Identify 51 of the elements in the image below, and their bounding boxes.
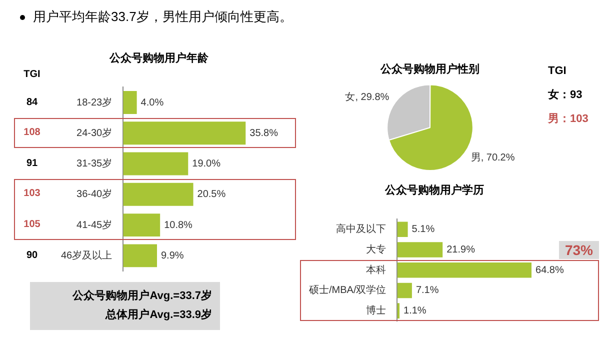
text: TGI [22,68,42,82]
y-tick-label: 24-30岁 [76,126,112,139]
data-label: 9.9% [161,250,184,262]
data-label: 19.0% [192,158,221,170]
y-tick-label: 36-40岁 [76,188,112,200]
chart-title: 公众号购物用户学历 [384,184,484,197]
data-label: 5.1% [412,224,435,236]
bar [123,244,157,268]
y-tick-label: 大专 [366,243,386,256]
y-tick-label: 31-35岁 [76,158,112,170]
y-tick-label: 博士 [366,304,386,317]
slice-label: 男, 70.2% [470,152,515,164]
y-tick-label: 硕士/MBA/双学位 [308,284,386,296]
bar [123,122,246,145]
data-label: 20.5% [197,189,226,200]
text: 公众号购物用户Avg.=33.7岁 [71,288,212,304]
text: 女：93 [548,88,584,103]
text: 73% [559,240,599,259]
text: 男：103 [548,112,588,127]
bar [123,182,194,206]
bar [123,91,137,114]
data-label: 64.8% [536,264,564,276]
text: TGI [548,64,568,79]
data-label: 1.1% [404,306,426,317]
data-label: 4.0% [140,97,164,108]
bar [123,214,160,237]
text: 84 [25,96,39,110]
text: 105 [22,218,42,232]
text: 103 [22,187,42,202]
slice-label: 女, 29.8% [345,90,390,103]
bar [397,282,412,298]
text: 91 [25,156,39,171]
data-label: 21.9% [446,244,476,256]
bar [397,262,532,278]
data-label: 35.8% [250,128,278,139]
text: 90 [25,248,39,263]
text: 108 [22,126,42,140]
chart-title: 公众号购物用户性别 [380,62,480,76]
bar [123,152,188,176]
bar [397,242,443,258]
chart-title: 公众号购物用户年龄 [108,52,210,65]
text: 用户平均年龄33.7岁，男性用户倾向性更高。 [33,8,292,26]
data-label: 7.1% [416,285,439,296]
text: 总体用户Avg.=33.9岁 [104,308,212,323]
data-label: 10.8% [164,220,193,231]
bar [397,222,408,238]
y-tick-label: 46岁及以上 [61,249,112,262]
y-tick-label: 高中及以下 [336,223,386,236]
y-tick-label: 41-45岁 [76,218,112,231]
y-tick-label: 18-23岁 [76,96,112,108]
y-tick-label: 本科 [366,264,386,276]
